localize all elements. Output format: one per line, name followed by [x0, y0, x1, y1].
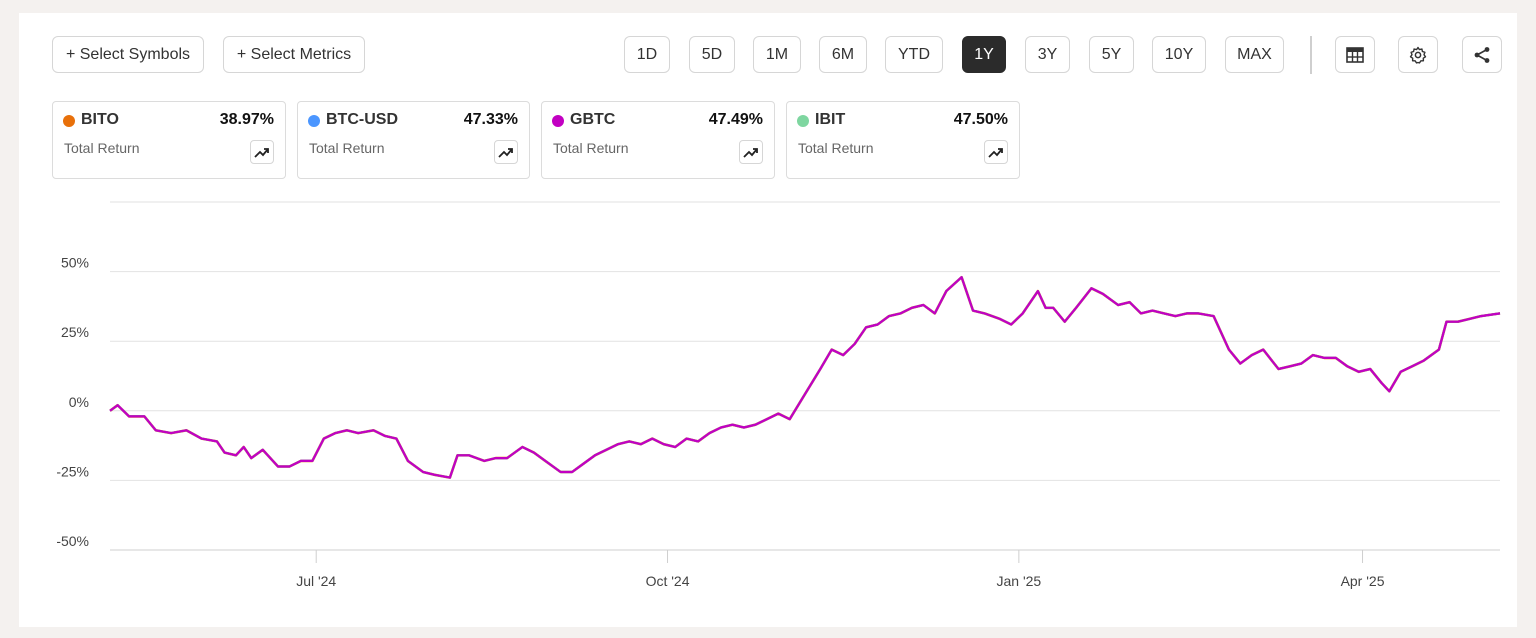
gbtc-color-dot — [552, 115, 564, 127]
card-symbol: BTC-USD — [326, 111, 398, 128]
series-line-gbtc — [109, 276, 1501, 479]
card-metric: Total Return — [553, 140, 629, 156]
card-metric: Total Return — [64, 140, 140, 156]
x-tick-label: Oct '24 — [646, 573, 690, 589]
range-5d-button[interactable]: 5D — [689, 36, 735, 73]
chart-grid — [110, 201, 1500, 551]
table-icon — [1346, 46, 1364, 63]
trend-button[interactable] — [739, 140, 763, 164]
trend-button[interactable] — [494, 140, 518, 164]
select-metrics-button[interactable]: + Select Metrics — [223, 36, 365, 73]
y-tick-label: -25% — [56, 463, 89, 479]
range-1d-button[interactable]: 1D — [624, 36, 670, 73]
y-axis: 50% 25% 0% -25% -50% — [56, 255, 89, 549]
trend-up-icon — [743, 148, 758, 158]
x-axis: Jul '24 Oct '24 Jan '25 Apr '25 — [296, 550, 1385, 589]
card-btc-usd[interactable]: BTC-USD 47.33% Total Return — [297, 101, 530, 179]
ibit-color-dot — [797, 115, 809, 127]
x-tick-label: Jul '24 — [296, 573, 336, 589]
range-1y-button[interactable]: 1Y — [962, 36, 1006, 73]
settings-button[interactable] — [1398, 36, 1438, 73]
line-chart[interactable]: 50% 25% 0% -25% -50% Jul '24 Oct '24 Jan '25 Ap… — [19, 13, 1517, 627]
share-button[interactable] — [1462, 36, 1502, 73]
card-ibit[interactable]: IBIT 47.50% Total Return — [786, 101, 1020, 179]
y-tick-label: 25% — [61, 324, 89, 340]
y-tick-label: 50% — [61, 255, 89, 271]
card-value: 38.97% — [219, 111, 274, 128]
trend-up-icon — [988, 148, 1003, 158]
card-symbol: IBIT — [815, 111, 846, 128]
card-metric: Total Return — [309, 140, 385, 156]
trend-button[interactable] — [984, 140, 1008, 164]
card-value: 47.49% — [708, 111, 763, 128]
gear-icon — [1409, 46, 1427, 64]
bito-color-dot — [63, 115, 75, 127]
x-tick-label: Jan '25 — [996, 573, 1041, 589]
card-symbol: BITO — [81, 111, 119, 128]
toolbar-divider — [1310, 36, 1312, 74]
card-symbol: GBTC — [570, 111, 616, 128]
range-1m-button[interactable]: 1M — [753, 36, 801, 73]
y-tick-label: -50% — [56, 533, 89, 549]
card-value: 47.50% — [953, 111, 1008, 128]
trend-button[interactable] — [250, 140, 274, 164]
range-6m-button[interactable]: 6M — [819, 36, 867, 73]
card-gbtc[interactable]: GBTC 47.49% Total Return — [541, 101, 775, 179]
card-bito[interactable]: BITO 38.97% Total Return — [52, 101, 286, 179]
y-tick-label: 0% — [69, 394, 89, 410]
x-tick-label: Apr '25 — [1341, 573, 1385, 589]
range-10y-button[interactable]: 10Y — [1152, 36, 1206, 73]
trend-up-icon — [498, 148, 513, 158]
share-icon — [1474, 46, 1490, 63]
series-lines — [109, 275, 1501, 479]
select-symbols-button[interactable]: + Select Symbols — [52, 36, 204, 73]
table-view-button[interactable] — [1335, 36, 1375, 73]
card-value: 47.33% — [463, 111, 518, 128]
range-3y-button[interactable]: 3Y — [1025, 36, 1070, 73]
range-5y-button[interactable]: 5Y — [1089, 36, 1134, 73]
range-max-button[interactable]: MAX — [1225, 36, 1284, 73]
btc-usd-color-dot — [308, 115, 320, 127]
trend-up-icon — [254, 148, 269, 158]
range-ytd-button[interactable]: YTD — [885, 36, 943, 73]
chart-panel: + Select Symbols + Select Metrics 1D 5D … — [19, 13, 1517, 627]
card-metric: Total Return — [798, 140, 874, 156]
